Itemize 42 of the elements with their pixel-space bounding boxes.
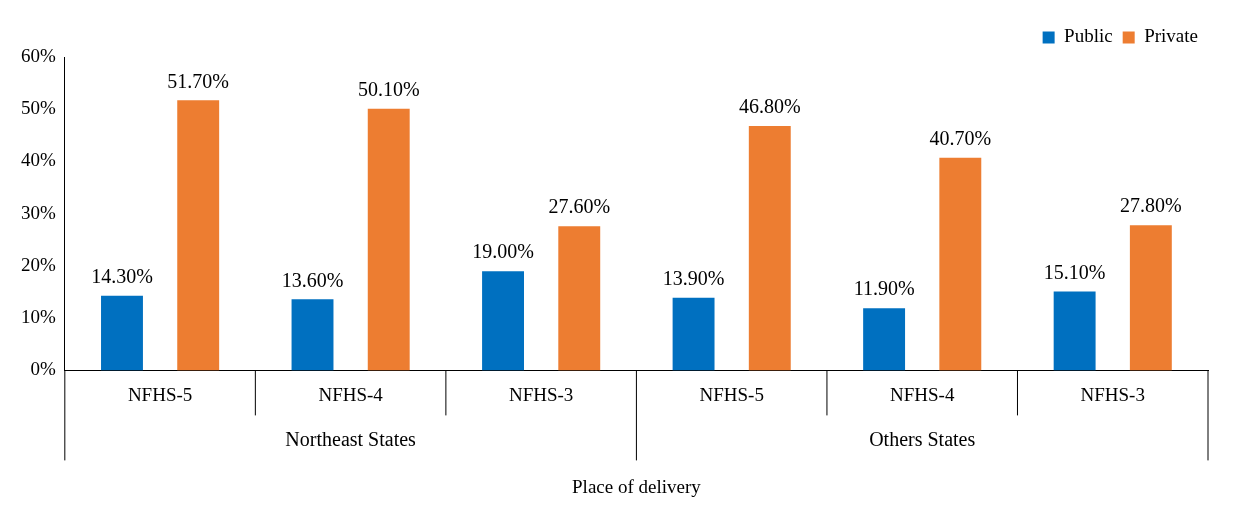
x-tick-label: NFHS-5 (127, 383, 193, 405)
text: Northeast States (285, 427, 417, 450)
bar (1129, 225, 1172, 371)
y-tick-label: 0% (30, 358, 56, 380)
data-label: 13.60% (281, 268, 344, 291)
bar (482, 271, 524, 371)
y-tick-label: 60% (21, 44, 56, 66)
data-label: 40.70% (929, 127, 992, 150)
data-label: 13.90% (662, 267, 725, 290)
data-label: 50.10% (357, 77, 420, 100)
data-label: 19.00% (472, 240, 534, 263)
bar (863, 308, 906, 371)
data-label: 27.80% (1120, 194, 1182, 217)
y-tick-label: 40% (21, 149, 56, 171)
y-tick-label: 50% (21, 97, 56, 119)
bar (672, 297, 715, 371)
data-label: 51.70% (167, 69, 230, 92)
x-tick-label: NFHS-3 (508, 383, 574, 405)
x-tick-label: NFHS-3 (1080, 383, 1145, 405)
y-tick-label: 30% (21, 201, 56, 223)
x-axis-title: Place of delivery (572, 475, 702, 497)
x-tick-label: NFHS-4 (890, 383, 955, 405)
legend-label: Private (1144, 25, 1199, 47)
bar (1053, 291, 1096, 371)
bar (367, 108, 410, 371)
data-label: 14.30% (91, 264, 153, 287)
bar (177, 100, 220, 371)
y-tick-label: 10% (21, 306, 56, 328)
bar (291, 299, 334, 371)
data-label: 15.10% (1043, 260, 1106, 283)
data-label: 46.80% (738, 95, 801, 118)
text: Others States (869, 427, 976, 450)
bar (748, 125, 791, 371)
x-tick-label: NFHS-5 (699, 383, 764, 405)
bar (101, 295, 143, 371)
data-label: 27.60% (548, 195, 611, 218)
bar (558, 226, 601, 371)
data-label: 11.90% (853, 277, 915, 300)
y-tick-label: 20% (21, 253, 56, 275)
x-tick-label: NFHS-4 (318, 383, 384, 405)
legend-label: Public (1064, 25, 1113, 47)
bar (939, 157, 982, 371)
